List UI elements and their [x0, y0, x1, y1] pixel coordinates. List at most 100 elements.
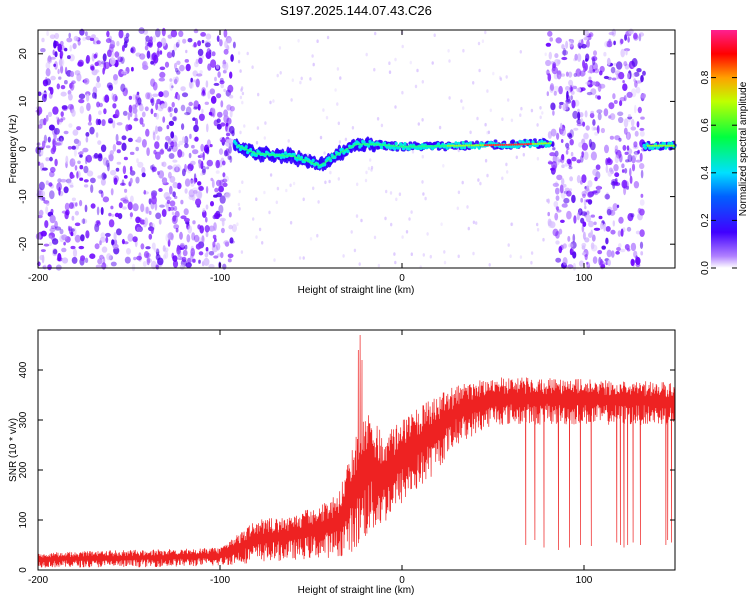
noise-speck [388, 61, 391, 65]
ridge-mark [374, 143, 377, 146]
noise-speck [561, 44, 565, 50]
noise-speck [238, 189, 241, 194]
noise-speck [585, 214, 592, 223]
noise-speck [69, 174, 75, 179]
noise-speck [168, 120, 175, 126]
noise-speck [573, 215, 577, 224]
noise-speck [176, 246, 181, 255]
ridge-mark [317, 164, 321, 167]
noise-speck [150, 260, 157, 270]
ridge-mark [337, 152, 340, 155]
ridge-mark [344, 149, 347, 152]
noise-speck [216, 93, 222, 99]
noise-speck [206, 48, 211, 54]
noise-speck [477, 178, 480, 182]
noise-speck [97, 118, 102, 126]
noise-speck [172, 215, 177, 222]
noise-speck [94, 61, 99, 67]
noise-speck [82, 37, 87, 41]
ridge-mark [523, 143, 526, 146]
noise-speck [155, 151, 161, 160]
noise-speck [555, 37, 562, 44]
noise-speck [61, 247, 67, 253]
noise-speck [239, 130, 242, 135]
noise-speck [639, 199, 645, 206]
noise-speck [162, 254, 166, 260]
noise-speck [639, 229, 645, 238]
ridge-mark [239, 145, 242, 148]
ridge-mark [475, 140, 479, 145]
noise-speck [51, 238, 59, 245]
noise-speck [205, 186, 209, 194]
noise-speck [74, 210, 79, 216]
noise-speck [627, 36, 630, 43]
noise-speck [197, 181, 202, 186]
ridge-mark [659, 144, 662, 147]
noise-speck [587, 180, 593, 188]
ridge-mark [400, 145, 404, 148]
noise-speck [562, 257, 568, 266]
noise-speck [569, 40, 574, 48]
noise-speck [123, 40, 128, 49]
noise-speck [207, 91, 211, 99]
noise-speck [626, 226, 632, 232]
ridge-mark [394, 144, 397, 148]
noise-speck [169, 82, 174, 91]
noise-speck [584, 237, 590, 243]
noise-speck [584, 253, 588, 261]
noise-speck [578, 209, 582, 214]
noise-speck [559, 126, 564, 135]
ridge-mark [424, 145, 428, 148]
noise-speck [74, 165, 78, 171]
noise-speck [197, 40, 202, 47]
ridge-mark [416, 145, 419, 148]
noise-speck [65, 178, 72, 184]
noise-speck [112, 93, 118, 103]
ridge-mark [525, 143, 528, 146]
noise-speck [610, 66, 616, 74]
ridge-mark [361, 143, 364, 146]
noise-speck [507, 243, 510, 247]
noise-speck [112, 243, 119, 249]
noise-speck [73, 35, 79, 42]
noise-speck [87, 122, 92, 126]
ridge-mark [287, 154, 290, 157]
noise-speck [148, 210, 152, 215]
noise-speck [154, 201, 158, 211]
noise-speck [585, 185, 590, 192]
noise-speck [609, 113, 616, 121]
noise-speck [569, 85, 573, 93]
noise-speck [591, 126, 596, 131]
noise-speck [456, 206, 459, 211]
noise-speck [89, 253, 96, 259]
noise-speck [173, 107, 178, 114]
noise-speck [213, 255, 219, 259]
noise-speck [200, 32, 207, 37]
noise-speck [617, 230, 622, 237]
ridge-mark [464, 144, 467, 147]
noise-speck [195, 78, 200, 88]
ridge-mark [293, 155, 297, 158]
noise-speck [90, 184, 94, 193]
noise-speck [228, 145, 232, 154]
noise-speck [590, 229, 593, 238]
noise-speck [220, 252, 224, 259]
ridge-mark [241, 146, 244, 149]
noise-speck [629, 175, 633, 184]
noise-speck [105, 38, 112, 44]
noise-speck [133, 117, 139, 122]
noise-speck [228, 94, 234, 99]
noise-speck [194, 61, 199, 68]
noise-speck [210, 95, 217, 104]
noise-speck [565, 149, 569, 155]
noise-speck [394, 105, 397, 109]
noise-speck [609, 135, 615, 140]
noise-speck [231, 224, 237, 233]
noise-speck [501, 176, 504, 181]
noise-speck [79, 165, 84, 170]
ridge-mark [457, 144, 460, 147]
noise-speck [68, 93, 73, 101]
noise-speck [106, 30, 110, 38]
noise-speck [116, 40, 120, 47]
noise-speck [287, 139, 290, 143]
